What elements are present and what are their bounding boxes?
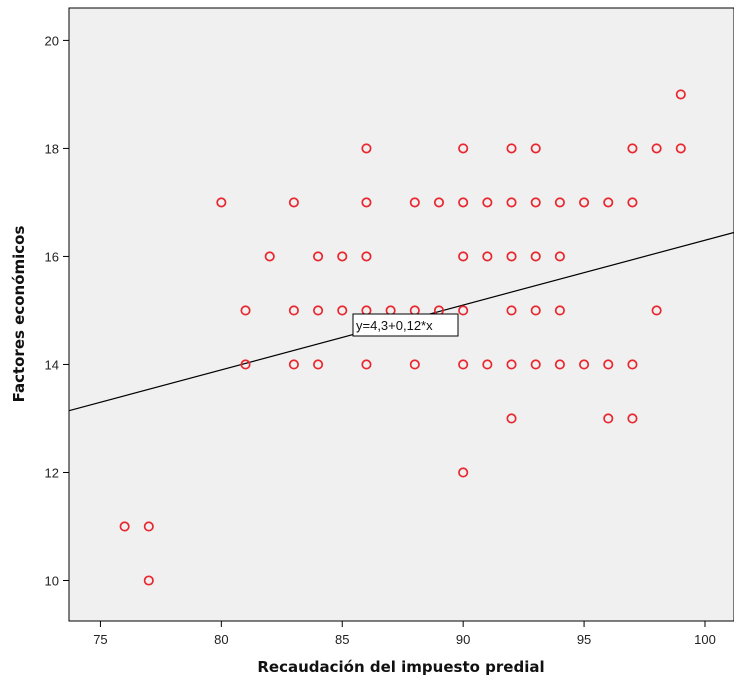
x-tick-label: 80: [214, 632, 228, 647]
x-axis-title: Recaudación del impuesto predial: [257, 658, 544, 676]
y-axis-title: Factores económicos: [10, 226, 28, 403]
data-point: [240, 359, 251, 370]
data-point: [530, 143, 541, 154]
data-point: [458, 359, 469, 370]
x-tick-label: 85: [335, 632, 349, 647]
y-tick-label: 20: [45, 33, 59, 48]
data-point: [627, 359, 638, 370]
data-point: [627, 197, 638, 208]
data-point: [458, 251, 469, 262]
data-point: [530, 305, 541, 316]
data-point: [433, 197, 445, 208]
data-point: [506, 305, 517, 316]
data-point: [409, 359, 420, 370]
data-point: [675, 89, 686, 100]
data-points: [119, 89, 686, 586]
data-point: [530, 251, 541, 262]
data-point: [506, 251, 517, 262]
data-point: [579, 197, 590, 208]
data-point: [458, 197, 469, 208]
data-point: [240, 305, 251, 316]
y-tick-label: 14: [45, 357, 59, 372]
data-point: [143, 575, 154, 586]
regression-equation-label: y=4,3+0,12*x: [352, 313, 459, 337]
data-point: [530, 359, 541, 370]
data-point: [603, 197, 614, 208]
data-point: [627, 143, 638, 154]
data-point: [288, 197, 299, 208]
data-point: [313, 305, 324, 316]
y-tick-label: 18: [45, 141, 59, 156]
data-point: [482, 197, 493, 208]
data-point: [458, 467, 469, 478]
data-point: [506, 413, 517, 424]
data-point: [337, 305, 348, 316]
data-point: [361, 251, 372, 262]
data-point: [361, 197, 372, 208]
data-point: [554, 251, 565, 262]
data-point: [216, 197, 227, 208]
data-point: [603, 413, 614, 424]
y-tick-label: 16: [45, 249, 59, 264]
data-point: [579, 359, 590, 370]
data-point: [288, 359, 299, 370]
data-point: [651, 143, 662, 154]
data-point: [506, 359, 517, 370]
data-point: [337, 251, 348, 262]
data-point: [458, 305, 469, 316]
y-tick-label: 10: [45, 573, 59, 588]
data-point: [651, 305, 662, 316]
axes: 75 80 85 90 95 100 10 12 14 16 18 20: [45, 33, 716, 647]
data-point: [288, 305, 299, 316]
x-tick-label: 90: [456, 632, 470, 647]
data-point: [361, 143, 372, 154]
data-point: [603, 359, 614, 370]
data-point: [675, 143, 686, 154]
data-point: [506, 143, 517, 154]
data-point: [409, 197, 420, 208]
x-tick-label: 100: [694, 632, 716, 647]
data-point: [482, 359, 493, 370]
data-point: [313, 359, 324, 370]
x-tick-label: 95: [577, 632, 591, 647]
data-point: [627, 413, 638, 424]
equation-box: [352, 313, 459, 337]
data-point: [554, 305, 565, 316]
data-point: [554, 359, 565, 370]
equation-text: y=4,3+0,12*x: [356, 318, 433, 333]
data-point: [506, 197, 517, 208]
y-tick-label: 12: [45, 465, 59, 480]
data-point: [264, 251, 275, 262]
data-point: [143, 521, 154, 532]
data-point: [554, 197, 565, 208]
data-point: [530, 197, 541, 208]
x-tick-label: 75: [93, 632, 107, 647]
data-point: [313, 251, 324, 262]
data-point: [482, 251, 493, 262]
data-point: [361, 359, 372, 370]
data-point: [458, 143, 469, 154]
data-point: [119, 521, 130, 532]
